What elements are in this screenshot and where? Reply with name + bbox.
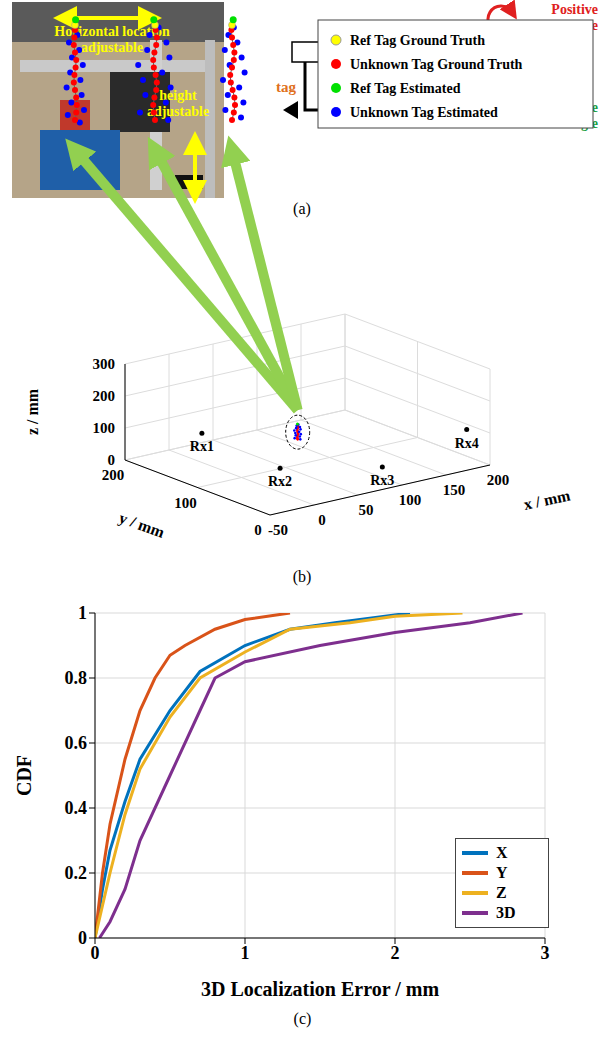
- svg-text:0: 0: [108, 452, 116, 468]
- svg-text:Positive: Positive: [551, 2, 598, 17]
- svg-text:CDF: CDF: [13, 755, 35, 796]
- svg-text:Ref Tag Estimated: Ref Tag Estimated: [350, 81, 461, 96]
- svg-text:Ref Tag Ground Truth: Ref Tag Ground Truth: [350, 33, 485, 48]
- html-text:(c): (c): [293, 1010, 312, 1027]
- html-text:X: X: [496, 844, 508, 861]
- svg-text:3: 3: [541, 943, 550, 963]
- svg-text:100: 100: [174, 495, 197, 511]
- svg-text:3D Localization Error / mm: 3D Localization Error / mm: [201, 978, 439, 1000]
- svg-text:(a): (a): [293, 200, 311, 218]
- svg-text:0: 0: [318, 512, 326, 528]
- svg-text:150: 150: [443, 482, 466, 498]
- svg-text:0: 0: [254, 522, 262, 538]
- svg-text:Rx4: Rx4: [455, 436, 479, 451]
- svg-text:1: 1: [78, 603, 87, 623]
- html-text:Z: Z: [496, 884, 507, 901]
- svg-text:height: height: [159, 88, 197, 103]
- svg-text:50: 50: [359, 502, 374, 518]
- svg-text:Rx1: Rx1: [190, 439, 214, 454]
- svg-text:100: 100: [93, 420, 116, 436]
- svg-text:1: 1: [241, 943, 250, 963]
- svg-text:200: 200: [93, 388, 116, 404]
- svg-text:0.6: 0.6: [65, 733, 88, 753]
- svg-text:2: 2: [391, 943, 400, 963]
- svg-text:200: 200: [487, 472, 510, 488]
- svg-text:0.8: 0.8: [65, 668, 88, 688]
- svg-text:x / mm: x / mm: [522, 486, 572, 513]
- svg-text:z / mm: z / mm: [24, 388, 41, 435]
- svg-text:y / mm: y / mm: [116, 509, 167, 542]
- html-text:Y: Y: [496, 864, 508, 881]
- svg-text:tag: tag: [276, 79, 296, 95]
- svg-text:adjustable: adjustable: [81, 40, 143, 55]
- svg-text:0: 0: [91, 943, 100, 963]
- html-text:3D: 3D: [496, 904, 516, 921]
- svg-text:-50: -50: [268, 522, 288, 538]
- svg-text:0.2: 0.2: [65, 863, 88, 883]
- svg-text:Unknown Tag Ground Truth: Unknown Tag Ground Truth: [350, 57, 523, 72]
- svg-text:100: 100: [399, 492, 422, 508]
- svg-text:0.4: 0.4: [65, 798, 88, 818]
- svg-text:300: 300: [93, 356, 116, 372]
- svg-text:Horizontal location: Horizontal location: [54, 24, 170, 39]
- svg-text:200: 200: [102, 467, 125, 483]
- svg-text:0: 0: [78, 928, 87, 948]
- svg-text:(b): (b): [293, 568, 312, 586]
- svg-text:Rx3: Rx3: [370, 473, 394, 488]
- svg-text:Rx2: Rx2: [268, 474, 292, 489]
- svg-text:Unknown Tag Estimated: Unknown Tag Estimated: [350, 105, 498, 120]
- svg-text:adjustable: adjustable: [147, 104, 209, 119]
